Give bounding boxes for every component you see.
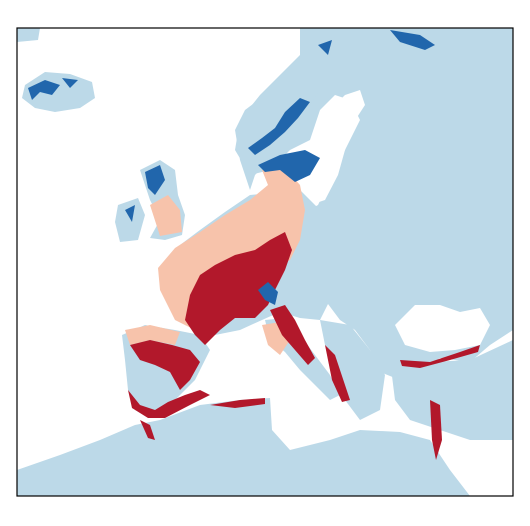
sea-baltic <box>300 90 365 205</box>
region-red-italy <box>270 305 315 365</box>
region-pink-iberia <box>125 325 180 345</box>
region-red-france <box>185 232 292 345</box>
land-europe <box>235 28 513 380</box>
land-balkans <box>320 320 385 420</box>
region-blue-sweden <box>258 150 320 182</box>
land-greenland-edge <box>17 28 40 42</box>
region-blue-britain <box>125 165 165 222</box>
region-red-turkey <box>400 345 480 368</box>
sea-black <box>395 305 490 352</box>
map-content <box>17 28 513 496</box>
land-ireland <box>115 198 145 242</box>
map-frame <box>16 27 514 497</box>
region-red-levant <box>430 400 442 460</box>
land-africa <box>17 398 470 496</box>
region-red-balkans <box>325 345 350 402</box>
region-blue-alps <box>258 282 278 305</box>
region-red-iberia-coast <box>128 390 210 418</box>
region-pink-britain <box>150 195 182 236</box>
region-blue-iceland <box>28 78 78 100</box>
region-red-africa <box>140 398 265 440</box>
region-blue-scandinavia <box>248 30 435 155</box>
region-red-iberia <box>130 340 200 390</box>
land-iceland <box>22 72 95 112</box>
